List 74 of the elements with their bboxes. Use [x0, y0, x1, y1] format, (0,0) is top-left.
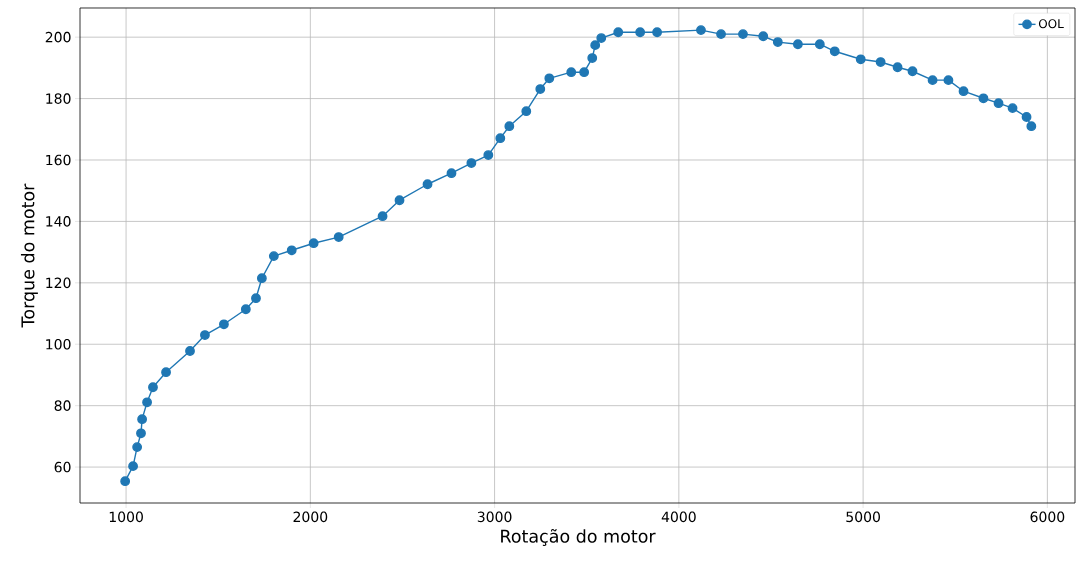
y-tick-label: 180: [46, 93, 71, 104]
y-tick-label: 160: [46, 154, 71, 166]
y-tick-label: 140: [46, 216, 71, 227]
point: [132, 442, 143, 453]
y-tick-label: 100: [46, 338, 71, 350]
x-tick-label: 6000: [1030, 511, 1065, 523]
point: [792, 39, 803, 50]
point: [927, 75, 938, 86]
point: [875, 57, 886, 67]
point: [535, 84, 546, 94]
point: [579, 67, 590, 78]
point: [251, 293, 261, 304]
point: [829, 46, 840, 57]
point: [504, 121, 515, 132]
point: [219, 319, 229, 330]
point: [978, 93, 989, 104]
point: [333, 232, 344, 242]
point: [148, 382, 158, 393]
point: [855, 54, 866, 65]
point: [590, 40, 601, 51]
point: [377, 211, 388, 222]
point: [142, 397, 152, 408]
point: [120, 476, 131, 487]
point: [495, 133, 506, 144]
point: [696, 25, 706, 35]
point: [521, 106, 532, 117]
point: [1026, 121, 1037, 132]
point: [394, 195, 405, 206]
point: [136, 428, 146, 439]
point: [128, 461, 138, 472]
point: [652, 27, 663, 38]
point: [587, 53, 598, 63]
point: [814, 39, 825, 50]
point: [907, 66, 918, 77]
point: [772, 37, 783, 47]
y-tick-label: 80: [54, 400, 71, 411]
x-tick-label: 1000: [109, 511, 143, 523]
point: [716, 29, 726, 39]
point: [738, 29, 748, 39]
point: [200, 330, 210, 340]
y-tick-label: 120: [46, 277, 71, 289]
point: [635, 27, 646, 38]
point: [308, 238, 319, 249]
point: [596, 33, 607, 43]
y-tick-label: 200: [45, 31, 71, 43]
x-tick-label: 3000: [477, 511, 512, 523]
point: [1007, 103, 1018, 113]
point: [613, 27, 624, 38]
x-axis-title: Rotação do motor: [501, 528, 656, 546]
point: [483, 150, 494, 160]
y-tick-label: 60: [54, 461, 71, 473]
point: [256, 273, 267, 284]
point: [993, 98, 1004, 109]
point: [240, 304, 251, 315]
point: [161, 367, 171, 378]
point: [758, 31, 769, 42]
point: [566, 67, 577, 78]
point: [943, 75, 954, 86]
point: [466, 158, 477, 168]
x-tick-label: 5000: [846, 511, 880, 523]
x-tick-label: 4000: [661, 511, 696, 523]
legend-label: OOL: [1038, 19, 1064, 29]
point: [446, 168, 457, 179]
x-tick-label: 2000: [293, 511, 328, 523]
point: [1021, 112, 1032, 122]
point: [422, 179, 433, 190]
point: [137, 414, 147, 425]
point: [544, 73, 555, 84]
point: [185, 346, 195, 356]
y-axis-title: Torque do motor: [20, 183, 38, 328]
point: [958, 86, 969, 97]
point: [268, 251, 279, 262]
point: [892, 62, 903, 73]
point: [286, 245, 297, 256]
